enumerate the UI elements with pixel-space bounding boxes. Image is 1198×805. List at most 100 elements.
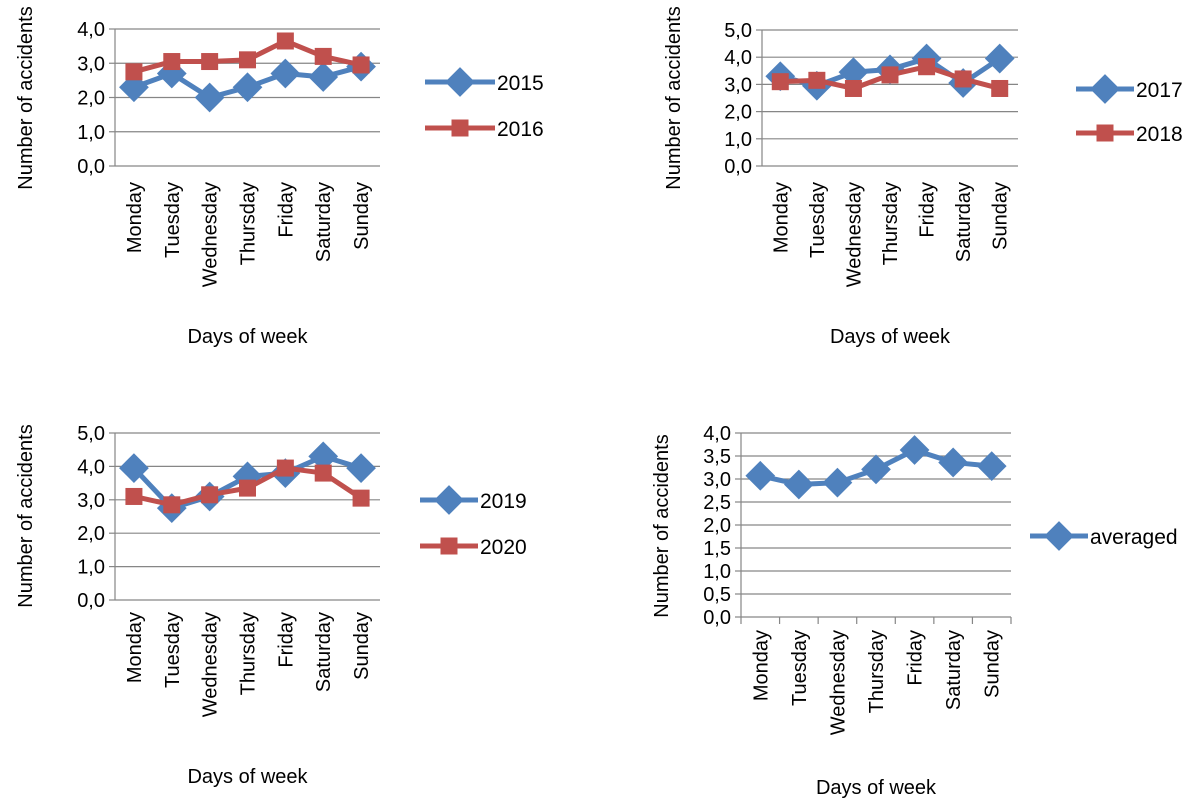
legend-label: 2019 [480,490,527,513]
data-point [119,453,149,483]
y-axis-title: Number of accidents [15,424,37,607]
x-tick-label: Friday [275,612,297,668]
chart-panel-3: 0,0 1,0 2,0 3,0 4,0 5,0 Monday Tuesday Wednesday… [15,423,527,788]
legend-marker [1044,521,1074,551]
y-tick-label: 5,0 [77,423,105,445]
data-point [308,441,339,472]
y-tick-label: 3,0 [77,490,105,512]
y-tick-label: 0,0 [703,607,731,629]
x-tick-label: Sunday [351,612,373,680]
y-tick-label: 3,0 [724,74,752,96]
legend-marker [451,119,469,137]
data-point [276,32,294,50]
data-point [163,53,181,71]
data-point [125,487,143,505]
y-tick-label: 1,0 [77,557,105,579]
legend-label: 2018 [1136,123,1183,146]
data-point [314,464,332,482]
legend-label: 2017 [1136,79,1183,102]
legend-label: averaged [1090,526,1178,549]
x-tick-label: Friday [905,630,927,686]
x-tick-label: Monday [124,612,146,683]
data-point [352,489,370,507]
data-point [163,496,181,514]
chart-panel-4: 0,00,51,01,52,02,53,03,54,0 Monday Tuesday… [651,423,1178,799]
x-tick-label: Tuesday [162,182,184,258]
data-point [938,447,969,478]
y-tick-label: 2,5 [703,492,731,514]
data-point [314,47,332,65]
y-tick-label: 0,5 [703,584,731,606]
x-tick-label: Thursday [880,182,902,265]
x-tick-label: Sunday [982,630,1004,698]
x-tick-label: Wednesday [200,182,222,287]
data-point [308,62,339,92]
y-tick-label: 1,5 [703,538,731,560]
x-tick-label: Tuesday [789,630,811,706]
x-tick-label: Sunday [990,182,1012,250]
y-tick-label: 0,0 [77,156,105,178]
data-point [194,82,225,113]
x-tick-label: Tuesday [162,612,184,688]
legend-marker [1096,124,1114,142]
data-point [808,71,826,89]
data-point [861,454,891,485]
legend-label: 2016 [497,118,544,141]
legend-marker [440,537,458,555]
x-axis-title: Days of week [187,326,308,348]
y-axis-title: Number of accidents [15,6,37,189]
y-tick-label: 3,0 [77,53,105,75]
x-tick-label: Wednesday [827,630,849,735]
legend-marker [1090,74,1120,104]
data-point [984,43,1015,74]
legend-label: 2020 [480,536,527,559]
x-tick-label: Saturday [943,630,965,710]
y-tick-label: 3,0 [703,469,731,491]
y-tick-label: 3,5 [703,446,731,468]
y-tick-label: 0,0 [724,156,752,178]
data-point [954,70,972,88]
x-tick-label: Monday [770,182,792,253]
data-point [352,56,370,74]
y-tick-label: 1,0 [77,122,105,144]
y-axis-title: Number of accidents [663,6,685,189]
legend-label: 2015 [497,72,544,95]
x-tick-label: Friday [917,182,939,238]
y-tick-label: 1,0 [724,129,752,151]
x-axis-title: Days of week [187,766,308,788]
x-tick-label: Monday [124,182,146,253]
data-point [201,486,219,504]
y-tick-label: 2,0 [703,515,731,537]
x-tick-label: Thursday [866,630,888,713]
x-tick-label: Thursday [238,612,260,695]
y-tick-label: 1,0 [703,561,731,583]
y-tick-label: 2,0 [724,102,752,124]
data-point [918,58,936,76]
data-point [239,51,256,69]
data-point [270,58,301,89]
data-point [881,66,899,84]
data-point [232,72,263,103]
x-tick-label: Sunday [351,182,373,250]
data-point [771,73,789,91]
data-point [745,460,776,491]
x-tick-label: Saturday [313,612,335,692]
data-point [976,451,1007,481]
y-tick-label: 5,0 [724,20,752,42]
chart-panel-2: 0,0 1,0 2,0 3,0 4,0 5,0 Monday Tuesday Wednesday… [663,6,1183,348]
x-axis-title: Days of week [816,777,937,799]
data-point [346,453,376,483]
y-tick-label: 0,0 [77,590,105,612]
data-point [239,479,256,497]
x-tick-label: Tuesday [807,182,829,258]
y-tick-label: 4,0 [703,423,731,445]
x-tick-label: Wednesday [200,612,222,717]
y-tick-label: 4,0 [77,19,105,41]
x-tick-label: Monday [750,630,772,701]
x-axis-title: Days of week [830,326,951,348]
y-tick-label: 2,0 [77,523,105,545]
data-point [276,459,294,477]
data-point [125,63,143,81]
